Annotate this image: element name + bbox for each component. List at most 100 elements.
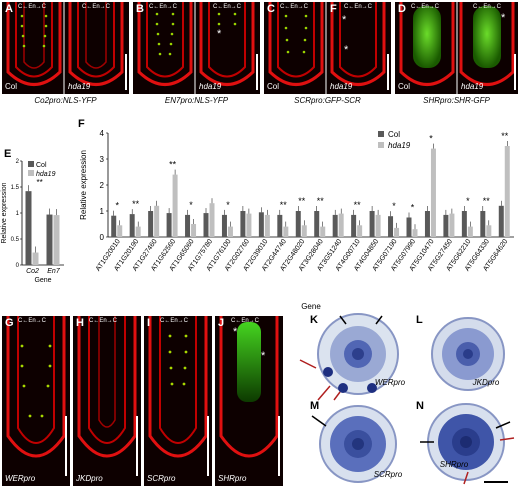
bar-f-hda19-AT1G27460 [154,205,160,237]
y-tick-label-e: 0 [16,263,20,269]
bar-f-hda19-AT5G07990 [412,229,418,237]
panel-label-g: G [5,317,14,329]
legend-label-f: hda19 [388,141,411,150]
bar-f-Col-AT1G75780 [203,213,209,237]
bar-f-Col-AT5G10470 [424,211,430,237]
bar-f-hda19-AT5G64330 [486,225,492,237]
axis-label-g: C←En→C [18,318,47,324]
y-tick-label-f: 1 [100,207,105,216]
significance-f: ** [354,200,362,210]
bar-f-Col-AT2G44740 [277,214,283,237]
axis-label-j: C←En→C [231,318,260,324]
y-tick-label-f: 4 [100,129,105,138]
root-image-j [219,316,280,476]
axis-label-a: C←En→C [18,4,47,10]
bar-f-Col-AT1G62560 [166,213,172,237]
panel-label-c: C [267,3,275,15]
significance-f: * [429,134,433,144]
bar-f-Col-AT2G48020 [295,211,301,237]
significance-f: ** [169,160,177,170]
y-axis-label-e: Relative expression [1,182,8,243]
bar-e-Col-Co2 [25,191,32,265]
panel-label-f: F [78,118,85,130]
significance-f: ** [280,200,288,210]
bar-f-Col-AT4G04850 [369,211,375,237]
root-image-b [137,2,258,94]
caption-col-a: Col [5,82,18,91]
bar-f-hda19-AT3G28040 [320,226,326,237]
construct-label-a: Co2pro:NLS-YFP [34,96,97,105]
axis-label-c: C←En→C [280,4,309,10]
caption-m: SCRpro [373,470,403,479]
significance-f: ** [298,196,306,206]
bar-f-Col-AT1G20190 [129,214,135,237]
significance-e: ** [37,178,43,187]
micrograph-panel-d: D C←En→C C←En→C * Col hda19 [395,2,518,94]
caption-k: WERpro [374,378,406,387]
root-image-i [148,316,209,476]
axis-label-d2: C←En→C [473,4,502,10]
panel-label-k: K [310,314,318,326]
y-tick-label-f: 0 [100,233,105,242]
panel-label-h: H [76,317,84,329]
construct-label-c: SCRpro:GFP-SCR [294,96,361,105]
section-k [299,313,399,401]
y-tick-label-f: 2 [100,181,105,190]
bar-f-Col-AT3G51240 [332,214,338,237]
bar-f-hda19-AT3G51240 [338,213,344,237]
panel-label-m: M [310,400,320,412]
section-n [420,403,515,485]
legend-swatch-e [28,161,34,167]
y-tick-label-e: 1.5 [11,185,20,191]
panel-label-n: N [416,400,424,412]
bar-f-hda19-AT2G39010 [264,214,270,237]
significance-f: * [466,196,470,206]
root-image-g [6,316,67,476]
significance-f: ** [132,199,140,209]
bar-f-hda19-AT1G65060 [191,224,197,237]
panel-label-i: I [147,317,151,329]
significance-f: ** [317,196,325,206]
caption-l: JKDpro [472,378,500,387]
bar-f-hda19-AT1G75780 [209,203,215,237]
axis-label-b2: C←En→C [213,4,242,10]
bar-f-Col-AT1G20010 [111,215,117,237]
axis-label-a2: C←En→C [82,4,111,10]
panel-label-l: L [416,314,423,326]
significance-f: * [115,201,119,211]
x-axis-label-f: Gene [301,302,321,311]
section-m [311,405,397,483]
bar-f-Col-AT4G00710 [351,214,357,237]
bar-f-Col-AT3G28040 [314,211,320,237]
caption-n: SHRpro [439,460,469,469]
axis-label-i: C←En→C [160,318,189,324]
x-tick-label-e: Co2 [26,268,39,275]
bar-f-hda19-AT5G62210 [467,226,473,237]
section-l [431,317,505,391]
micrograph-panel-b: B C←En→C C←En→C * hda19 [133,2,260,94]
bar-f-hda19-AT5G64620 [504,146,510,237]
legend-swatch-f [378,142,384,148]
axis-label-b: C←En→C [149,4,178,10]
bar-f-hda19-AT4G04850 [375,214,381,237]
bar-f-hda19-AT5G07190 [394,227,400,237]
bar-f-Col-AT2G02760 [240,211,246,237]
caption-col-c: Col [267,82,280,91]
panel-label-a: A [5,3,13,15]
micrograph-panel-j: J C←En→C * * SHRpro [215,316,283,486]
panel-label-d: D [398,3,406,15]
bar-f-hda19-AT2G02760 [246,213,252,237]
bar-f-hda19-AT5G10470 [430,148,436,237]
bar-f-Col-AT1G76100 [221,214,227,237]
y-tick-label-f: 3 [100,155,105,164]
caption-hda19-c: hda19 [330,82,353,91]
significance-f: * [411,203,415,213]
asterisk-c1: * [342,14,347,26]
caption-i: SCRpro [147,474,176,483]
bar-f-Col-AT5G64330 [480,211,486,237]
y-axis-label-f: Relative expression [79,150,88,220]
legend-swatch-e [28,170,34,176]
x-axis-label-e: Gene [34,277,51,284]
